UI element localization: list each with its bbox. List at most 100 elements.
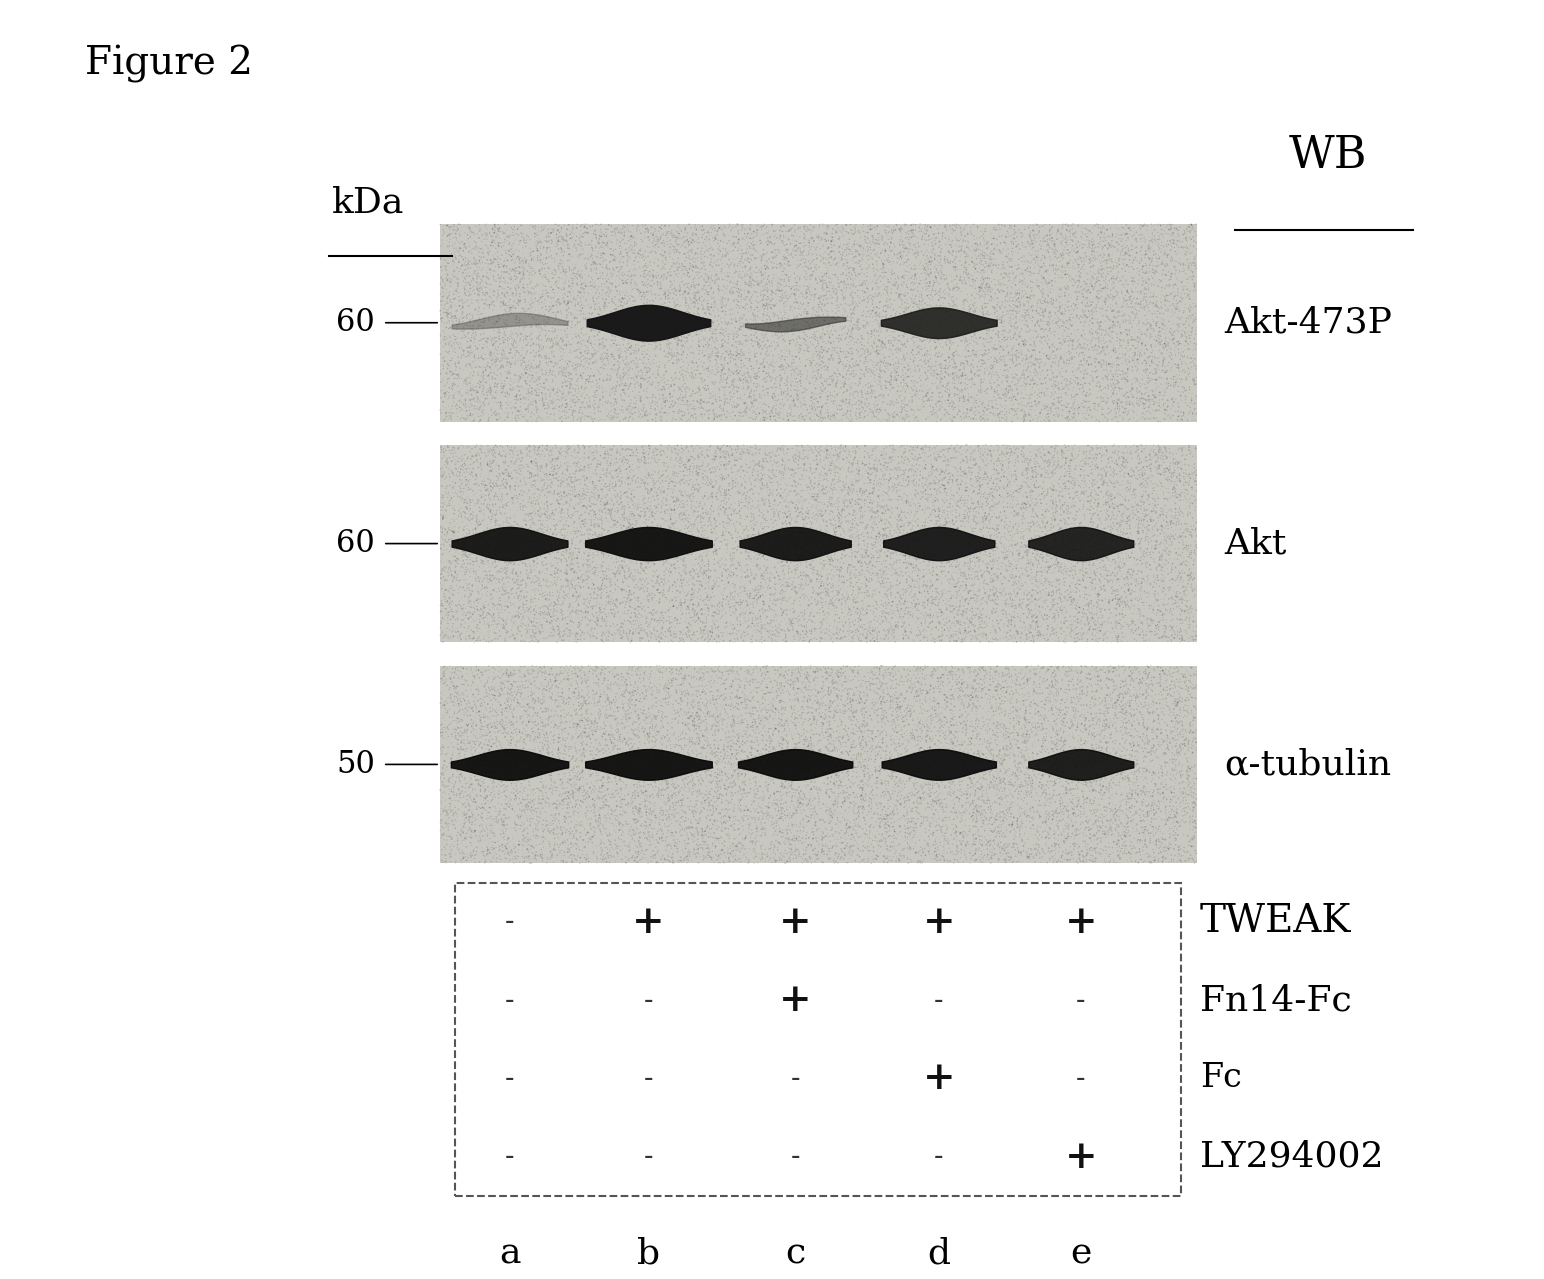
Point	[1081, 619, 1106, 640]
Point	[1161, 605, 1186, 625]
Point	[596, 559, 621, 579]
Point	[923, 490, 948, 510]
Point	[778, 504, 803, 524]
Point	[774, 458, 798, 478]
Point	[786, 446, 811, 467]
Point	[446, 472, 471, 492]
Point	[1031, 733, 1056, 753]
Point	[616, 576, 641, 596]
Point	[1064, 482, 1089, 503]
Point	[956, 687, 980, 707]
Point	[1065, 718, 1090, 738]
Point	[703, 449, 727, 469]
Point	[792, 709, 817, 729]
Point	[581, 482, 605, 503]
Point	[648, 276, 673, 297]
Point	[798, 728, 823, 748]
Point	[851, 301, 875, 321]
Point	[1016, 781, 1041, 802]
Point	[953, 793, 977, 813]
Point	[726, 839, 750, 859]
Point	[520, 819, 545, 839]
Point	[573, 590, 598, 610]
Point	[1072, 381, 1096, 402]
Point	[925, 391, 950, 412]
Point	[979, 797, 1004, 817]
Point	[814, 619, 838, 640]
Point	[1104, 712, 1129, 733]
Point	[644, 302, 669, 322]
Point	[920, 444, 945, 464]
Point	[440, 747, 465, 767]
Point	[593, 308, 618, 329]
Point	[937, 661, 962, 682]
Point	[1065, 725, 1090, 746]
Point	[449, 588, 474, 609]
Point	[587, 329, 611, 349]
Point	[1152, 334, 1177, 354]
Point	[676, 851, 701, 871]
Point	[690, 831, 715, 852]
Point	[928, 312, 953, 333]
Point	[454, 563, 479, 583]
Point	[979, 288, 1004, 308]
Point	[690, 279, 715, 299]
Point	[872, 279, 897, 299]
Point	[1166, 238, 1190, 258]
Point	[1053, 761, 1078, 781]
Point	[963, 780, 988, 801]
Point	[581, 288, 605, 308]
Point	[574, 550, 599, 570]
Point	[1042, 522, 1067, 542]
Point	[547, 441, 571, 462]
Point	[829, 549, 854, 569]
Point	[523, 471, 548, 491]
Point	[564, 576, 588, 596]
Point	[690, 670, 715, 691]
Point	[727, 726, 752, 747]
Point	[1001, 518, 1025, 538]
Point	[664, 834, 689, 854]
Point	[641, 680, 665, 701]
Point	[664, 822, 689, 843]
Point	[664, 659, 689, 679]
Point	[437, 356, 462, 376]
Point	[1180, 384, 1204, 404]
Point	[607, 808, 631, 829]
Point	[851, 802, 875, 822]
Point	[1099, 228, 1124, 248]
Point	[860, 386, 885, 407]
Point	[468, 605, 493, 625]
Point	[1075, 682, 1099, 702]
Point	[905, 773, 929, 793]
Point	[897, 812, 922, 833]
Point	[1092, 391, 1116, 412]
Point	[1156, 541, 1181, 561]
Point	[547, 748, 571, 769]
Point	[1166, 781, 1190, 802]
Point	[919, 255, 943, 275]
Point	[1144, 262, 1169, 283]
Point	[885, 550, 909, 570]
Point	[962, 802, 987, 822]
Point	[1059, 540, 1084, 560]
Point	[1001, 412, 1025, 432]
Point	[662, 774, 687, 794]
Point	[723, 255, 747, 275]
Point	[454, 459, 479, 480]
Point	[1085, 710, 1110, 730]
Point	[814, 661, 838, 682]
Point	[869, 799, 894, 820]
Point	[645, 468, 670, 489]
Point	[451, 541, 476, 561]
Point	[993, 297, 1017, 317]
Point	[1005, 702, 1030, 723]
Point	[923, 269, 948, 289]
Point	[764, 371, 789, 391]
Point	[567, 348, 591, 368]
Point	[815, 574, 840, 595]
Point	[1167, 292, 1192, 312]
Point	[797, 483, 821, 504]
Point	[980, 486, 1005, 506]
Point	[988, 807, 1013, 828]
